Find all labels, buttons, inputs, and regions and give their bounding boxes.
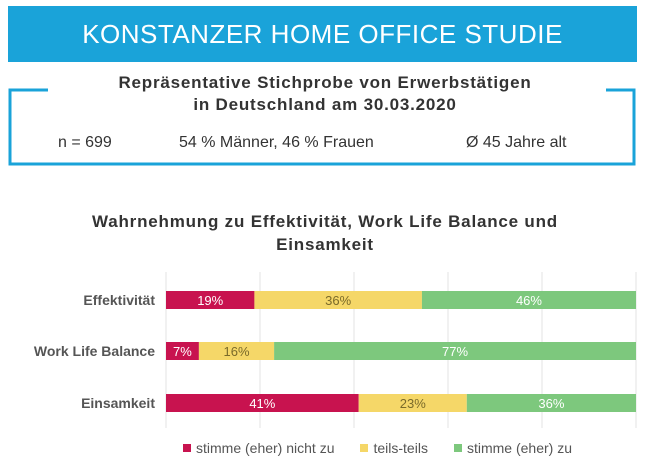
data-label: 36% bbox=[538, 396, 564, 411]
legend-swatch-teils bbox=[360, 444, 369, 452]
gender-split: 54 % Männer, 46 % Frauen bbox=[179, 134, 374, 151]
data-label: 19% bbox=[197, 293, 223, 308]
chart-title-line1: Wahrnehmung zu Effektivität, Work Life B… bbox=[92, 212, 558, 231]
page-title: KONSTANZER HOME OFFICE STUDIE bbox=[82, 18, 563, 49]
bar-segment bbox=[358, 394, 467, 412]
bar-segment bbox=[466, 394, 636, 412]
legend-label-nicht-zu: stimme (eher) nicht zu bbox=[196, 440, 335, 456]
bar-segment bbox=[274, 342, 636, 360]
data-label: 77% bbox=[442, 344, 468, 359]
bar-segment bbox=[254, 291, 422, 309]
sample-title-line1: Repräsentative Stichprobe von Erwerbstät… bbox=[118, 73, 532, 92]
chart-legend: stimme (eher) nicht zu teils-teils stimm… bbox=[183, 440, 572, 456]
data-label: 46% bbox=[516, 293, 542, 308]
data-label: 23% bbox=[400, 396, 426, 411]
legend-swatch-zu bbox=[453, 444, 462, 452]
sample-info-box bbox=[8, 88, 636, 166]
sample-title: Repräsentative Stichprobe von Erwerbstät… bbox=[0, 72, 650, 116]
bar-segment bbox=[421, 291, 636, 309]
data-label: 16% bbox=[223, 344, 249, 359]
legend-swatch-nicht-zu bbox=[183, 444, 191, 452]
title-banner: KONSTANZER HOME OFFICE STUDIE bbox=[8, 6, 637, 62]
category-label: Einsamkeit bbox=[81, 395, 155, 411]
average-age: Ø 45 Jahre alt bbox=[466, 134, 567, 151]
category-label: Work Life Balance bbox=[34, 343, 155, 359]
sample-size: n = 699 bbox=[58, 134, 112, 151]
legend-label-teils: teils-teils bbox=[373, 440, 428, 456]
sample-title-line2: in Deutschland am 30.03.2020 bbox=[193, 95, 457, 114]
data-label: 41% bbox=[249, 396, 275, 411]
legend-item-nicht-zu: stimme (eher) nicht zu bbox=[183, 440, 334, 456]
data-label: 7% bbox=[173, 344, 192, 359]
legend-label-zu: stimme (eher) zu bbox=[466, 440, 572, 456]
category-label: Effektivität bbox=[83, 292, 155, 308]
bar-segment bbox=[166, 394, 359, 412]
bar-segment bbox=[166, 342, 199, 360]
bar-segment bbox=[166, 291, 255, 309]
data-label: 36% bbox=[325, 293, 351, 308]
chart-title-line2: Einsamkeit bbox=[276, 235, 374, 254]
chart-title: Wahrnehmung zu Effektivität, Work Life B… bbox=[0, 210, 650, 256]
legend-item-teils: teils-teils bbox=[360, 440, 428, 456]
legend-item-zu: stimme (eher) zu bbox=[453, 440, 572, 456]
bar-segment bbox=[198, 342, 275, 360]
info-box-frame bbox=[8, 88, 636, 166]
